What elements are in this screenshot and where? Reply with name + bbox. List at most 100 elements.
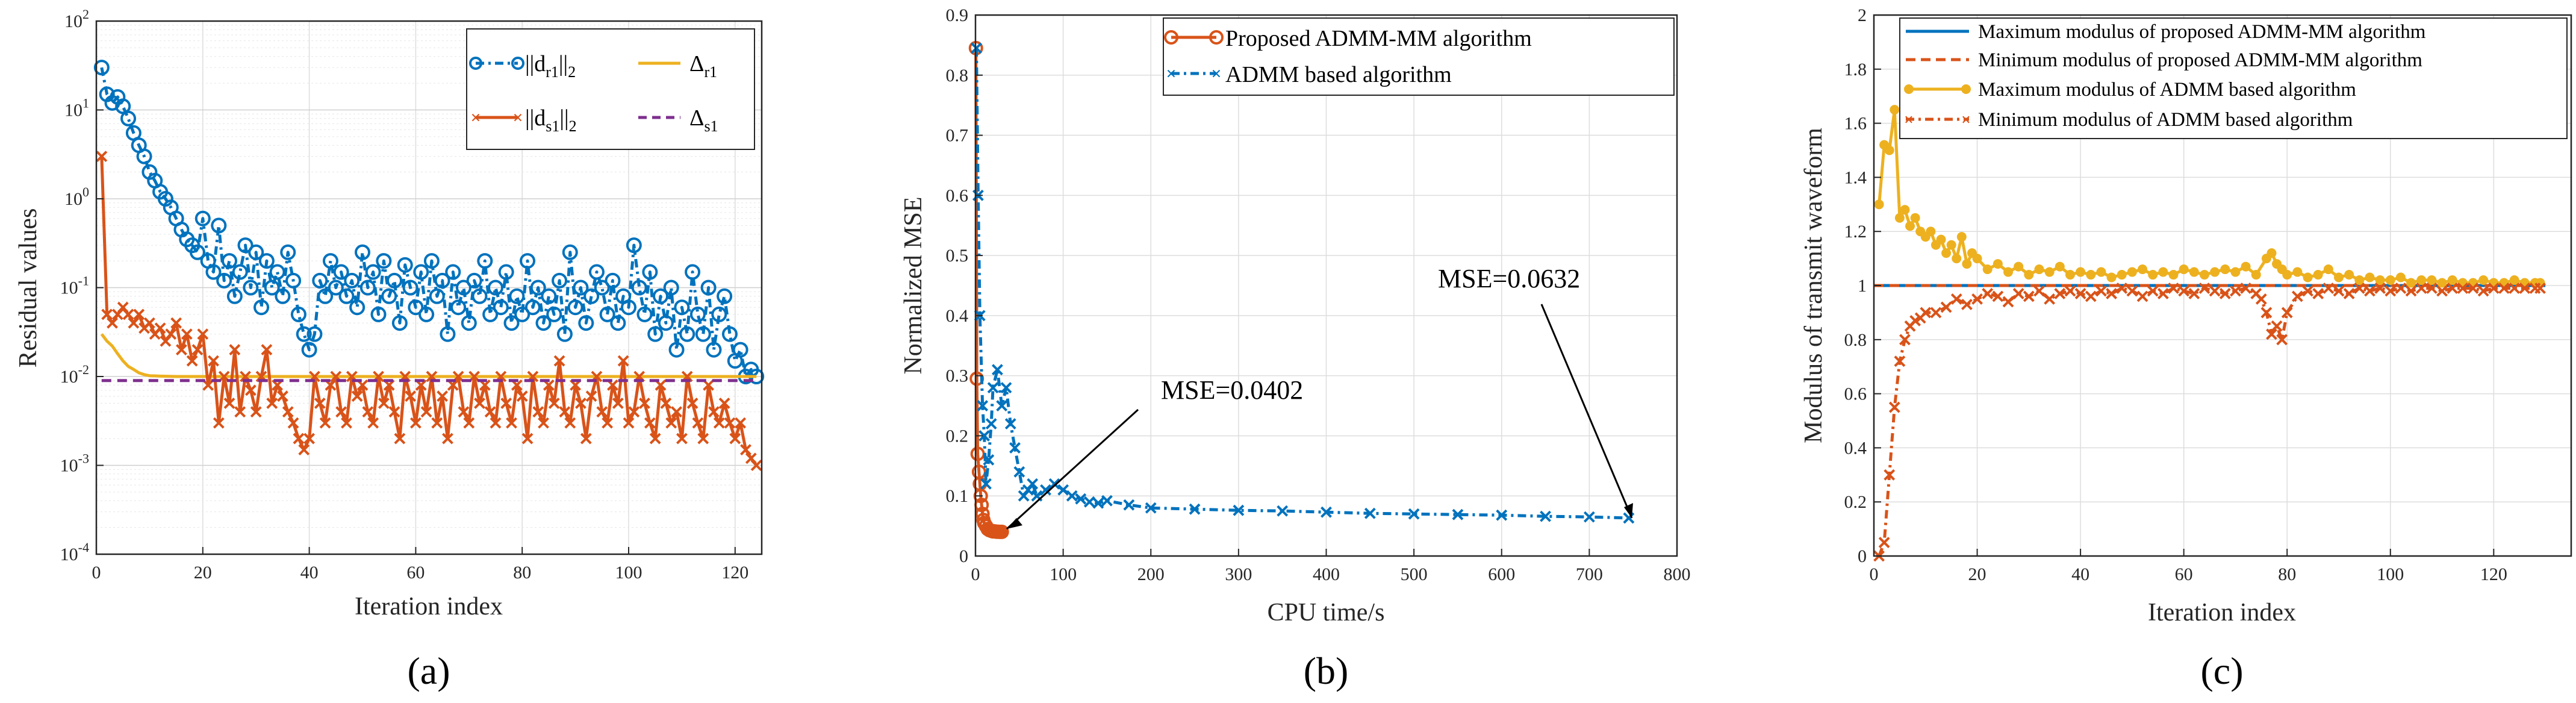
data-point [243,280,259,296]
data-point [2416,275,2427,286]
data-point [2003,267,2014,277]
panel-c-legend: Maximum modulus of proposed ADMM-MM algo… [1899,17,2568,139]
data-point [644,417,656,429]
data-point [376,253,392,269]
data-point [445,264,461,280]
data-point [222,253,237,269]
data-point [631,280,647,296]
data-point [740,444,751,455]
x-tick-label: 200 [1137,564,1165,584]
annotation-arrowhead-admm [1624,503,1633,518]
data-point [2266,328,2277,340]
panel-b-xlabel: CPU time/s [1268,599,1385,626]
data-point [1900,205,1910,215]
x-tick-label: 600 [1488,564,1515,584]
data-point [1930,307,1942,319]
data-point [1899,334,1911,346]
data-point [275,288,291,304]
data-point [1004,418,1016,430]
annotation-mse-proposed: MSE=0.0402 [1161,375,1303,405]
data-point [170,317,182,329]
legend-item-max-admm: Maximum modulus of ADMM based algorithm [1904,79,2356,101]
data-point [2303,272,2313,283]
data-point [516,390,528,402]
data-point [573,280,589,296]
data-point [2353,283,2365,294]
series-1 [100,333,757,378]
legend-marker-dr1 [511,57,524,70]
data-point [2364,285,2375,297]
data-point [1452,508,1464,520]
data-point [663,280,679,296]
y-tick-label: 0.8 [1844,330,1867,350]
legend-item-ds1: × × ||ds1||2 [470,105,576,135]
data-point [2230,285,2241,297]
data-point [1000,382,1012,394]
data-point [1066,490,1078,502]
panel-b-annotations: MSE=0.0402 MSE=0.0632 [1006,264,1633,530]
data-point [434,272,450,289]
data-point [2148,270,2158,280]
panel-a-grid [96,20,762,555]
data-point [2147,285,2159,297]
data-point [405,390,416,402]
data-point [546,306,562,322]
data-point [1920,307,1932,319]
y-tick-label: 101 [64,96,89,120]
data-point [216,272,232,289]
data-point [991,364,1003,376]
data-point [431,417,443,429]
data-point [1972,254,1982,264]
legend-item-delta-r1: Δr1 [638,51,717,81]
data-point [355,244,370,260]
data-point [1941,248,1952,258]
data-point [423,253,440,269]
y-tick-label: 0.4 [946,306,969,326]
y-tick-label: 0.5 [946,246,969,266]
data-point [1961,299,1973,310]
data-point [724,417,736,429]
data-point [1956,232,1967,242]
data-point [2157,288,2169,299]
legend-item-dr1: ||dr1||2 [469,51,576,81]
data-point [408,299,424,316]
data-point [450,299,467,316]
data-point [538,417,549,429]
x-tick-label: 120 [721,563,748,583]
data-point [466,272,482,289]
data-point [2467,283,2479,294]
y-tick-label: 0.6 [946,186,969,205]
data-point [2065,270,2075,280]
series-line [100,156,758,467]
data-point [2054,288,2066,299]
data-point [602,417,614,429]
y-tick-label: 2 [1858,5,1867,25]
data-point [2064,285,2076,297]
panel-a: 0 20 40 60 80 100 120 10-4 10-3 10-2 10-1 100 101 102… [14,7,765,692]
y-tick-label: 0.8 [946,66,969,86]
data-point [280,244,296,260]
data-point [388,406,400,418]
data-point [232,264,248,280]
series-0 [968,40,1009,539]
annotation-arrowhead-proposed [1007,518,1022,529]
legend-item-min-proposed: Minimum modulus of proposed ADMM-MM algo… [1906,49,2422,71]
data-point [535,315,552,331]
data-point [328,280,344,296]
data-point [2282,270,2292,280]
data-point [420,406,432,418]
data-point [1321,506,1332,518]
data-point [2478,275,2489,286]
data-point [458,406,470,418]
data-point [2415,283,2427,294]
data-point [2055,261,2065,272]
panel-a-sublabel: (a) [407,649,450,692]
data-point [2276,334,2288,346]
data-point [668,342,685,358]
data-point [101,308,113,320]
data-point [205,264,222,280]
data-point [440,326,456,342]
data-point [1940,301,1952,313]
y-tick-label: 1.6 [1844,114,1867,134]
x-tick-label: 100 [615,563,642,583]
